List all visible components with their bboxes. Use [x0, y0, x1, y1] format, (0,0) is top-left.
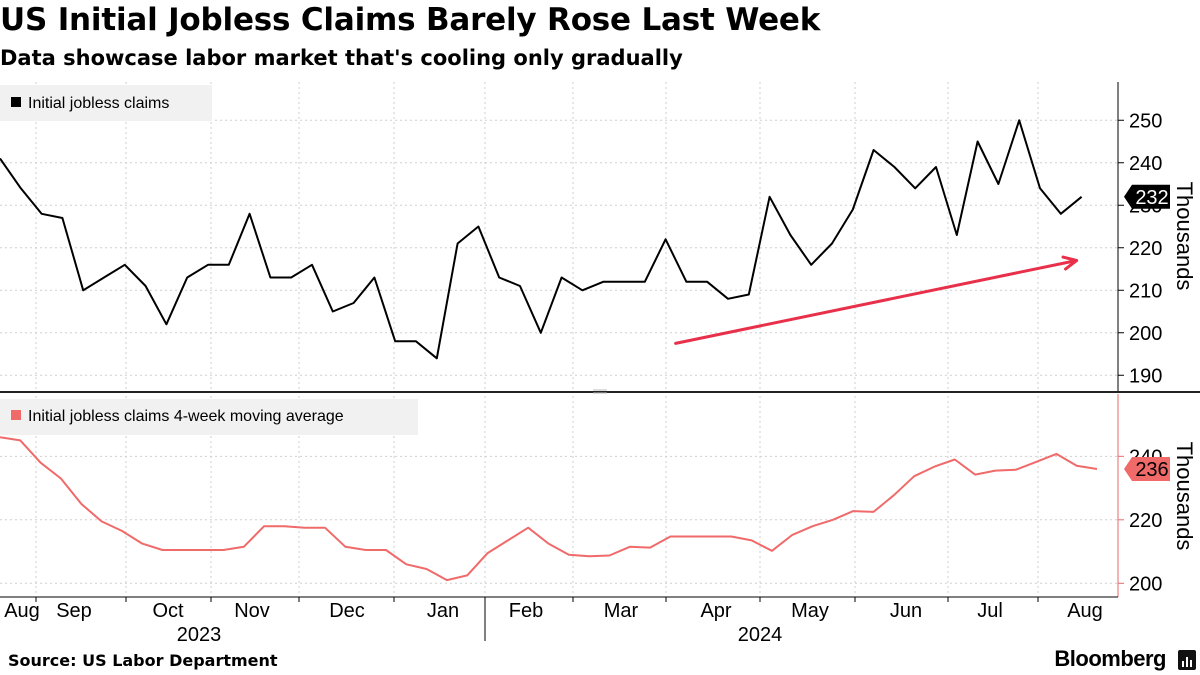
x-tick-label: Jan: [427, 600, 459, 622]
top-legend-label: Initial jobless claims: [28, 95, 169, 112]
x-axis-ticks: Aug Sep Oct Nov Dec Jan Feb Mar Apr May Jun Jul Aug 2…: [4, 597, 1103, 646]
x-tick-label: Feb: [509, 600, 543, 622]
x-tick-label: Aug: [1067, 600, 1103, 622]
last-value-text: 236: [1135, 459, 1168, 481]
source-note: Source: US Labor Department: [8, 651, 278, 670]
trend-arrow-shaft: [674, 259, 1079, 345]
trend-arrow: [674, 255, 1079, 345]
x-year-label: 2023: [177, 624, 222, 646]
top-last-value-label: 232: [1124, 184, 1170, 209]
bottom-legend-swatch: [11, 410, 21, 420]
top-y-tick-label: 240: [1129, 153, 1162, 175]
x-tick-label: Oct: [152, 600, 184, 622]
bottom-last-value-label: 236: [1124, 457, 1170, 482]
bottom-y-tick-label: 200: [1129, 573, 1162, 595]
chart-subtitle: Data showcase labor market that's coolin…: [0, 46, 683, 70]
top-y-tick-label: 190: [1129, 365, 1162, 387]
x-tick-label: Jun: [890, 600, 922, 622]
last-value-tag: [1124, 457, 1170, 482]
x-year-label: 2024: [738, 624, 783, 646]
bottom-legend-box: [0, 399, 418, 435]
x-tick-label: Jul: [977, 600, 1003, 622]
x-tick-label: Dec: [329, 600, 365, 622]
bottom-panel-grid: [0, 396, 1118, 596]
top-legend-box: [0, 85, 212, 121]
top-y-ticks: 190200210220230240250: [1118, 110, 1162, 387]
top-y-tick-label: 200: [1129, 323, 1162, 345]
trend-arrow-head: [1061, 255, 1079, 271]
bloomberg-logo: Bloomberg: [1054, 646, 1166, 671]
chart-title: US Initial Jobless Claims Barely Rose La…: [0, 2, 821, 38]
last-value-tag: [1124, 184, 1170, 209]
top-panel-grid: [0, 82, 1118, 390]
line-4wk-average: [0, 436, 1098, 582]
series-initial-claims: [0, 119, 1083, 360]
top-legend-swatch: [11, 97, 21, 107]
bottom-legend-label: Initial jobless claims 4-week moving ave…: [28, 408, 344, 425]
x-tick-label: Mar: [604, 600, 639, 622]
last-value-text: 232: [1135, 187, 1168, 209]
x-tick-label: Apr: [700, 600, 731, 622]
top-y-tick-label: 210: [1129, 280, 1162, 302]
series-4wk-average: [0, 436, 1098, 582]
line-initial-claims: [0, 119, 1083, 360]
x-tick-label: Aug: [4, 600, 40, 622]
x-tick-label: May: [791, 600, 829, 622]
x-tick-label: Sep: [56, 600, 92, 622]
bottom-y-axis-title: Thousands: [1172, 442, 1197, 551]
bottom-y-tick-label: 220: [1129, 510, 1162, 532]
bloomberg-badge-icon: [1178, 650, 1196, 670]
x-tick-label: Nov: [234, 600, 270, 622]
top-y-tick-label: 220: [1129, 238, 1162, 260]
top-y-axis-title: Thousands: [1172, 182, 1197, 291]
top-y-tick-label: 250: [1129, 110, 1162, 132]
